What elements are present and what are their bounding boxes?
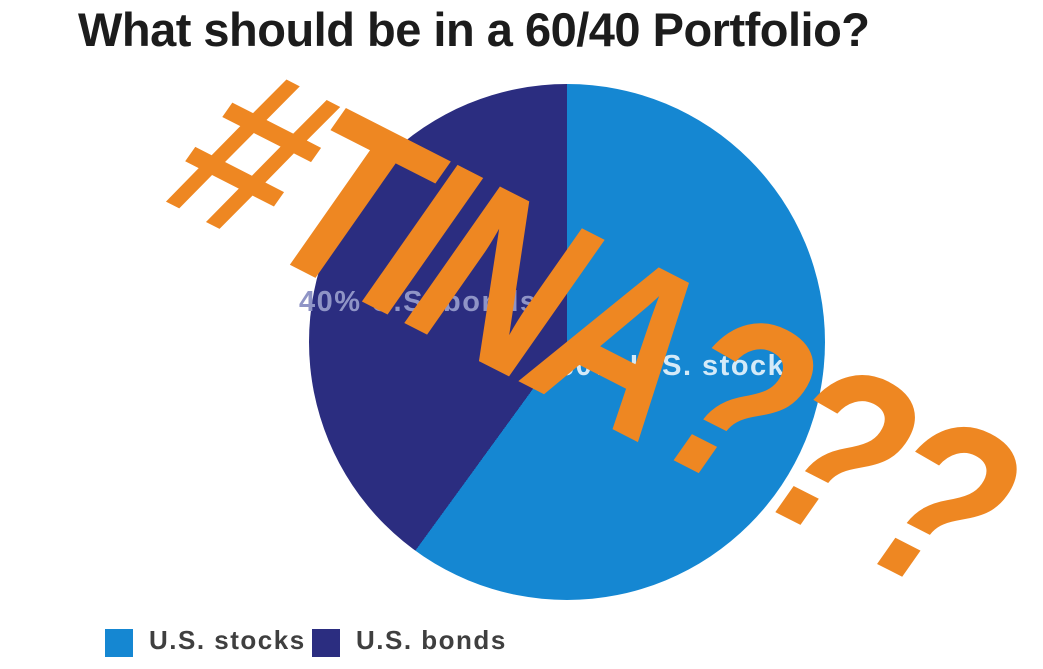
legend-item-stocks: U.S. stocks <box>105 620 306 660</box>
pie-slice-label-stocks: 60% U.S. stocks <box>558 350 803 382</box>
pie-slice-label-bonds: 40% U.S. bonds <box>299 286 538 318</box>
pie-chart <box>309 84 825 600</box>
legend-item-bonds: U.S. bonds <box>312 620 507 660</box>
legend-swatch-stocks <box>105 629 133 657</box>
chart-title: What should be in a 60/40 Portfolio? <box>78 3 870 56</box>
legend-label-stocks: U.S. stocks <box>149 625 306 655</box>
legend-swatch-bonds <box>312 629 340 657</box>
legend-label-bonds: U.S. bonds <box>356 625 507 655</box>
legend: U.S. stocks U.S. bonds <box>0 620 1043 665</box>
